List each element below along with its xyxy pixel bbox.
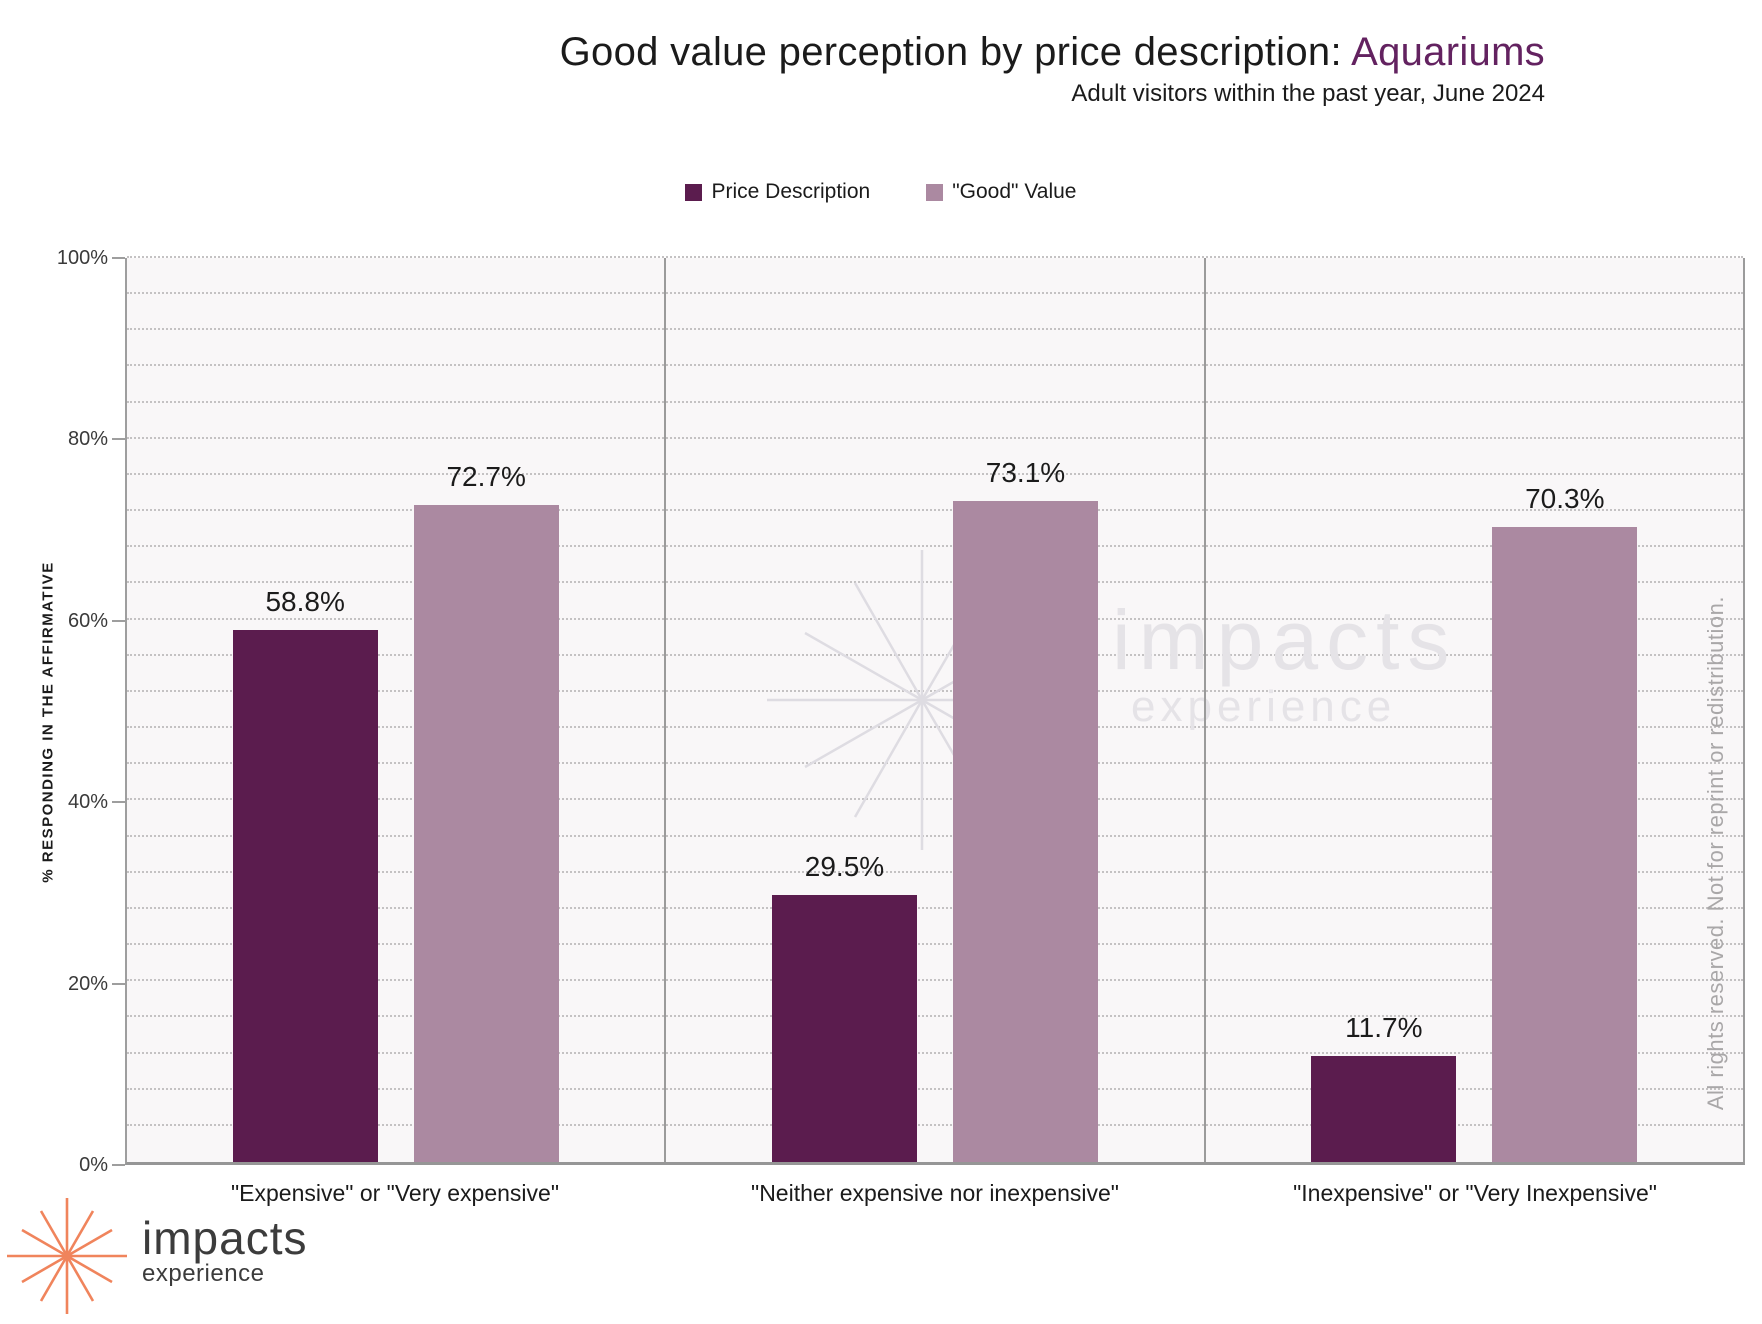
bar-value-label: 11.7% [1345, 1012, 1423, 1044]
logo-text: impacts experience [142, 1214, 307, 1288]
y-axis-tick-mark [112, 619, 125, 622]
legend-item-label: "Good" Value [952, 180, 1077, 203]
gridline [127, 472, 1743, 475]
y-axis-tick-label: 80% [67, 428, 108, 451]
gridline [127, 436, 1743, 439]
chart-title-highlight: Aquariums [1351, 30, 1545, 74]
logo-impacts-text: impacts [142, 1212, 308, 1264]
legend: Price Description "Good" Value [0, 180, 1762, 204]
bar-value-label: 29.5% [804, 851, 885, 883]
category-label: "Expensive" or "Very expensive" [231, 1180, 559, 1206]
y-axis-tick-label: 40% [67, 791, 108, 814]
category-label: "Neither expensive nor inexpensive" [751, 1180, 1119, 1206]
gridline [127, 834, 1743, 837]
chart-subtitle: Adult visitors within the past year, Jun… [1071, 80, 1545, 107]
y-axis-tick-label: 0% [79, 1154, 108, 1176]
bar-group: 73.1% [952, 258, 1098, 1162]
gridline [127, 1087, 1743, 1090]
bar-group: 11.7% [1311, 258, 1457, 1162]
bar-good-value [413, 504, 559, 1162]
x-axis-category-labels: "Expensive" or "Very expensive" "Neither … [125, 1180, 1745, 1207]
legend-item: "Good" Value [926, 180, 1077, 204]
bar-group: 58.8% [232, 258, 378, 1162]
chart-title: Good value perception by price descripti… [560, 30, 1545, 75]
logo-starburst-icon [7, 1198, 127, 1314]
gridline [127, 870, 1743, 873]
category-panel: 58.8% 72.7% [127, 258, 664, 1162]
bar-group: 72.7% [413, 258, 559, 1162]
category-panel: 11.7% 70.3% [1203, 258, 1743, 1162]
bar-group: 29.5% [771, 258, 917, 1162]
copyright-note: All rights reserved. Not for reprint or … [1703, 595, 1728, 1110]
gridline [127, 256, 1743, 258]
bar-group: 70.3% [1492, 258, 1638, 1162]
legend-item: Price Description [685, 180, 870, 204]
y-axis-tick-label: 60% [67, 609, 108, 632]
bar-value-label: 72.7% [446, 460, 526, 492]
bar-price-description [1311, 1056, 1457, 1162]
legend-swatch-price-description [685, 183, 703, 201]
category-label: "Inexpensive" or "Very Inexpensive" [1293, 1180, 1657, 1206]
gridline [127, 906, 1743, 909]
bar-good-value [1492, 526, 1638, 1162]
logo-experience-text: experience [142, 1260, 265, 1287]
plot-area: impacts experience 58.8% 72.7% 29.5% 73.1% 1… [125, 256, 1745, 1165]
y-axis-tick-label: 100% [56, 247, 108, 269]
bar-value-label: 58.8% [265, 586, 345, 618]
gridline [127, 364, 1743, 367]
gridline [127, 1123, 1743, 1126]
gridline [127, 1015, 1743, 1018]
chart-header: Good value perception by price descripti… [560, 30, 1545, 108]
gridline [127, 400, 1743, 403]
bar-price-description [232, 630, 378, 1162]
y-axis-tick-mark [112, 801, 125, 804]
y-axis-tick-label: 20% [67, 972, 108, 995]
gridline [127, 292, 1743, 295]
gridline [127, 509, 1743, 512]
y-axis-tick-mark [112, 438, 125, 441]
gridline [127, 979, 1743, 982]
bar-value-label: 73.1% [985, 457, 1066, 489]
bar-good-value [952, 501, 1098, 1162]
y-axis-tick-mark [112, 1164, 125, 1166]
bars-layer: 58.8% 72.7% 29.5% 73.1% 11.7% 70.3% [127, 258, 1743, 1162]
gridline [127, 545, 1743, 548]
chart-title-text: Good value perception by price descripti… [559, 30, 1352, 74]
gridline [127, 943, 1743, 946]
y-axis-tick-mark [112, 257, 125, 259]
bar-price-description [771, 895, 917, 1162]
gridline [127, 1051, 1743, 1054]
legend-swatch-good-value [926, 183, 944, 201]
gridline [127, 328, 1743, 331]
bar-value-label: 70.3% [1525, 482, 1605, 514]
y-axis-tick-mark [112, 982, 125, 985]
category-panel: 29.5% 73.1% [664, 258, 1203, 1162]
legend-item-label: Price Description [711, 180, 871, 203]
